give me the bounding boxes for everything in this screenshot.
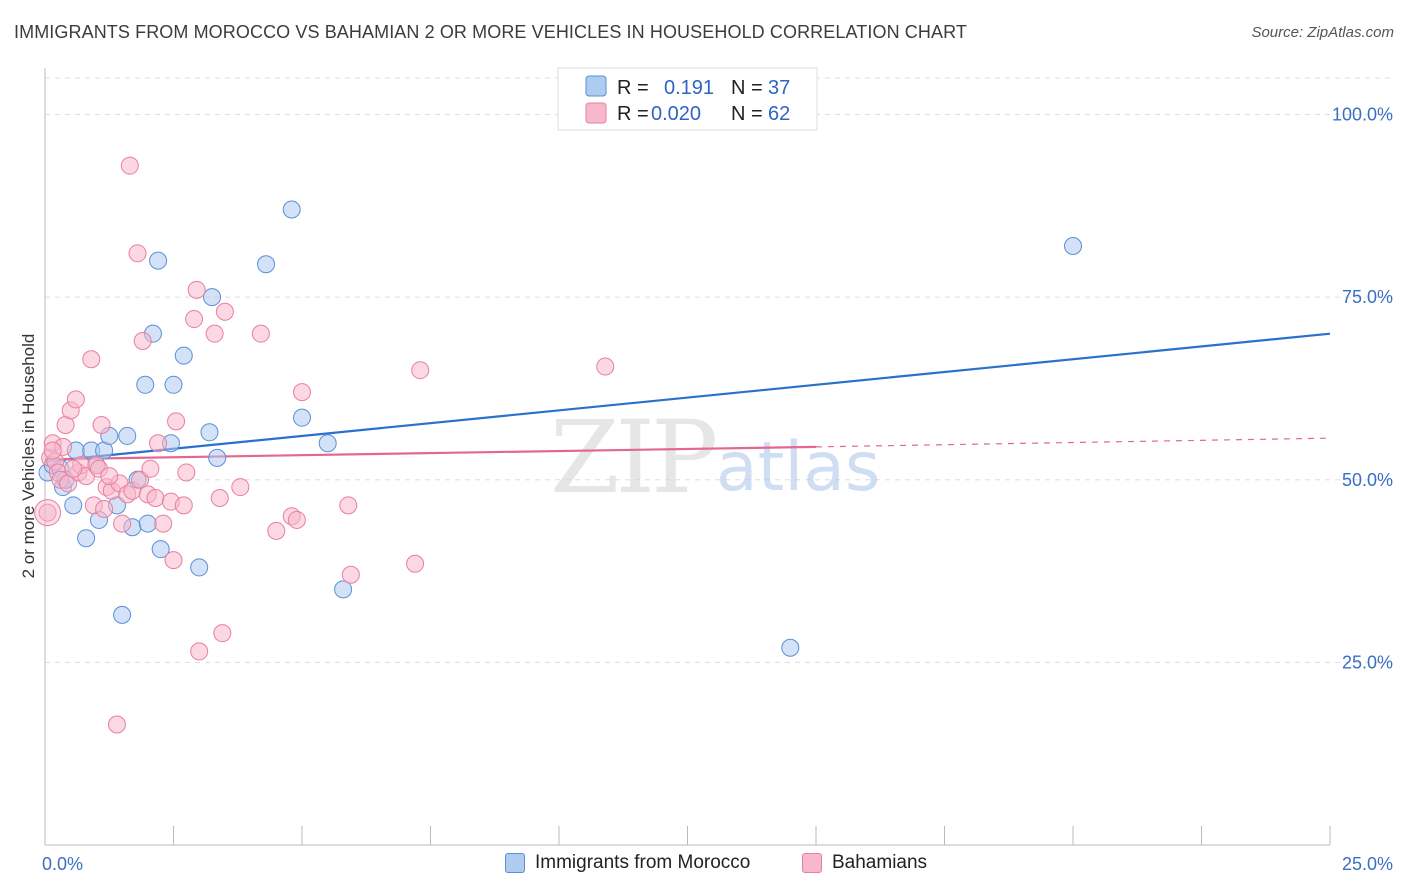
point-bahamians <box>131 470 150 489</box>
legend-r-label: R = <box>617 77 649 99</box>
point-morocco <box>151 540 170 559</box>
point-bahamians <box>190 642 209 661</box>
legend-n-value: 37 <box>768 77 790 99</box>
point-bahamians <box>164 551 183 570</box>
point-bahamians <box>411 361 430 380</box>
bottom-legend-item-bahamians: Bahamians <box>802 852 927 874</box>
point-bahamians <box>64 459 83 478</box>
y-tick-label: 100.0% <box>1332 105 1393 125</box>
watermark-zip: ZIP <box>550 399 715 516</box>
point-bahamians <box>34 499 62 527</box>
point-morocco <box>781 638 800 657</box>
point-bahamians <box>210 489 229 508</box>
axis-layer: 25.0% 50.0% 75.0% 100.0% 0.0% 25.0% <box>42 68 1393 874</box>
point-morocco <box>200 423 219 442</box>
point-bahamians <box>82 350 101 369</box>
point-bahamians <box>95 499 114 518</box>
bottom-legend-item-morocco: Immigrants from Morocco <box>505 852 750 874</box>
point-bahamians <box>339 496 358 515</box>
legend-r-value: 0.020 <box>651 103 701 125</box>
point-bahamians <box>185 310 204 329</box>
point-bahamians <box>141 459 160 478</box>
y-tick-label: 75.0% <box>1342 287 1393 307</box>
legend-box: R = 0.191 N = 37 R = 0.020 N = 62 <box>557 67 818 131</box>
point-bahamians <box>287 510 306 529</box>
legend-r-value: 0.191 <box>664 77 714 99</box>
legend-swatch-icon <box>802 853 822 873</box>
legend-swatch-icon <box>505 853 525 873</box>
legend-swatch-morocco <box>585 75 607 97</box>
point-morocco <box>138 514 157 533</box>
point-bahamians <box>341 565 360 584</box>
point-morocco <box>203 288 222 307</box>
trendline-bahamians <box>44 445 817 461</box>
y-axis-title: 2 or more Vehicles in Household <box>19 334 38 579</box>
bottom-legend-label: Bahamians <box>832 852 928 873</box>
point-bahamians <box>38 503 57 522</box>
point-morocco <box>208 448 227 467</box>
point-morocco <box>174 346 193 365</box>
trendline-morocco <box>44 332 1331 463</box>
point-bahamians <box>43 441 62 460</box>
point-morocco <box>149 251 168 270</box>
x-tick-label: 25.0% <box>1342 854 1393 874</box>
legend-r-label: R = <box>617 103 649 125</box>
point-bahamians <box>174 496 193 515</box>
x-tick-label: 0.0% <box>42 854 83 874</box>
point-bahamians <box>149 434 168 453</box>
chart-title: IMMIGRANTS FROM MOROCCO VS BAHAMIAN 2 OR… <box>14 22 967 42</box>
point-morocco <box>136 375 155 394</box>
point-bahamians <box>213 624 232 643</box>
point-morocco <box>118 426 137 445</box>
point-bahamians <box>596 357 615 376</box>
point-morocco <box>318 434 337 453</box>
points-layer <box>34 156 1082 734</box>
point-morocco <box>113 605 132 624</box>
point-bahamians <box>128 244 147 263</box>
point-bahamians <box>120 156 139 175</box>
point-morocco <box>1064 237 1082 256</box>
point-morocco <box>293 408 311 427</box>
point-morocco <box>257 255 276 274</box>
point-bahamians <box>231 478 250 497</box>
point-morocco <box>334 580 353 599</box>
watermark-atlas: atlas <box>716 428 880 507</box>
point-bahamians <box>205 324 224 343</box>
point-bahamians <box>267 521 286 540</box>
point-bahamians <box>293 383 311 402</box>
point-bahamians <box>154 514 173 533</box>
bottom-legend-label: Immigrants from Morocco <box>535 852 751 873</box>
point-morocco <box>77 529 96 548</box>
point-bahamians <box>146 489 165 508</box>
point-bahamians <box>100 467 119 486</box>
chart-source: Source: ZipAtlas.com <box>1251 24 1394 41</box>
point-bahamians <box>406 554 425 573</box>
y-tick-label: 25.0% <box>1342 652 1393 672</box>
point-bahamians <box>107 715 126 734</box>
point-bahamians <box>215 302 234 321</box>
point-bahamians <box>167 412 186 431</box>
point-bahamians <box>66 390 85 409</box>
point-bahamians <box>251 324 270 343</box>
point-bahamians <box>92 415 111 434</box>
grid-layer <box>45 77 1392 663</box>
legend-n-value: 62 <box>768 103 790 125</box>
watermark: ZIP atlas <box>550 399 880 516</box>
point-morocco <box>282 200 301 219</box>
point-bahamians <box>187 280 206 299</box>
legend-swatch-bahamians <box>585 102 607 124</box>
point-morocco <box>190 558 209 577</box>
trend-layer <box>44 332 1331 463</box>
point-morocco <box>64 496 83 515</box>
legend-n-label: N = <box>731 103 763 125</box>
bottom-legend: Immigrants from Morocco Bahamians <box>0 850 1406 880</box>
trendline-bahamians-extension <box>815 437 1331 448</box>
legend-n-label: N = <box>731 77 763 99</box>
point-bahamians <box>133 331 152 350</box>
y-tick-label: 50.0% <box>1342 470 1393 490</box>
point-bahamians <box>177 463 196 482</box>
point-morocco <box>164 375 183 394</box>
point-bahamians <box>113 514 132 533</box>
